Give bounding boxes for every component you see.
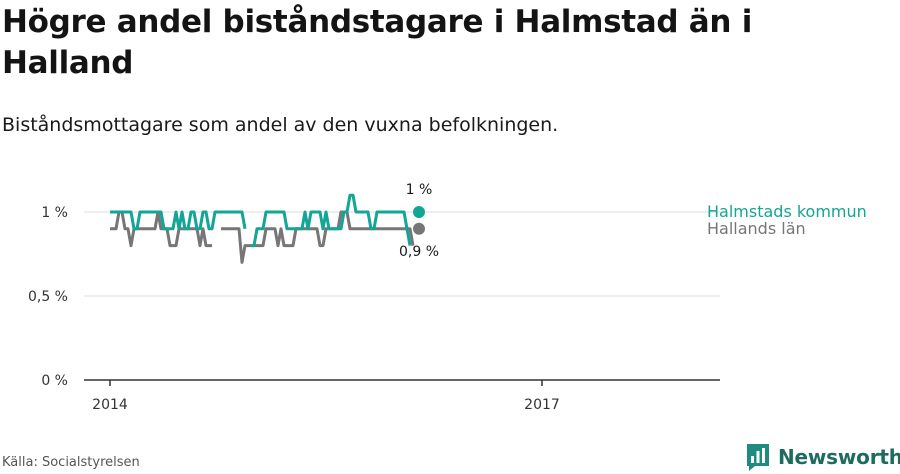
data-label-halmstad: 1 % [406, 182, 433, 198]
newsworthy-logo-icon [747, 444, 769, 471]
chart-subtitle: Biståndsmottagare som andel av den vuxna… [2, 114, 559, 136]
x-tick-label: 2017 [524, 397, 560, 413]
y-tick-label: 0 % [41, 373, 68, 389]
chart-title: Högre andel biståndstagare i Halmstad än… [2, 4, 753, 81]
series-endpoint-halland [413, 222, 425, 235]
series-endpoint-halmstad [413, 206, 425, 218]
brand-name: Newsworthy [778, 445, 900, 469]
y-tick-label: 1 % [41, 205, 68, 221]
legend-label-halland: Hallands län [707, 219, 806, 238]
x-tick-label: 2014 [92, 397, 128, 413]
brand-logo: Newsworthy [745, 441, 900, 473]
source-note: Källa: Socialstyrelsen [2, 455, 140, 470]
legend-label-halmstad: Halmstads kommun [707, 202, 867, 221]
y-tick-label: 0,5 % [28, 289, 68, 305]
data-label-halland: 0,9 % [399, 244, 439, 260]
